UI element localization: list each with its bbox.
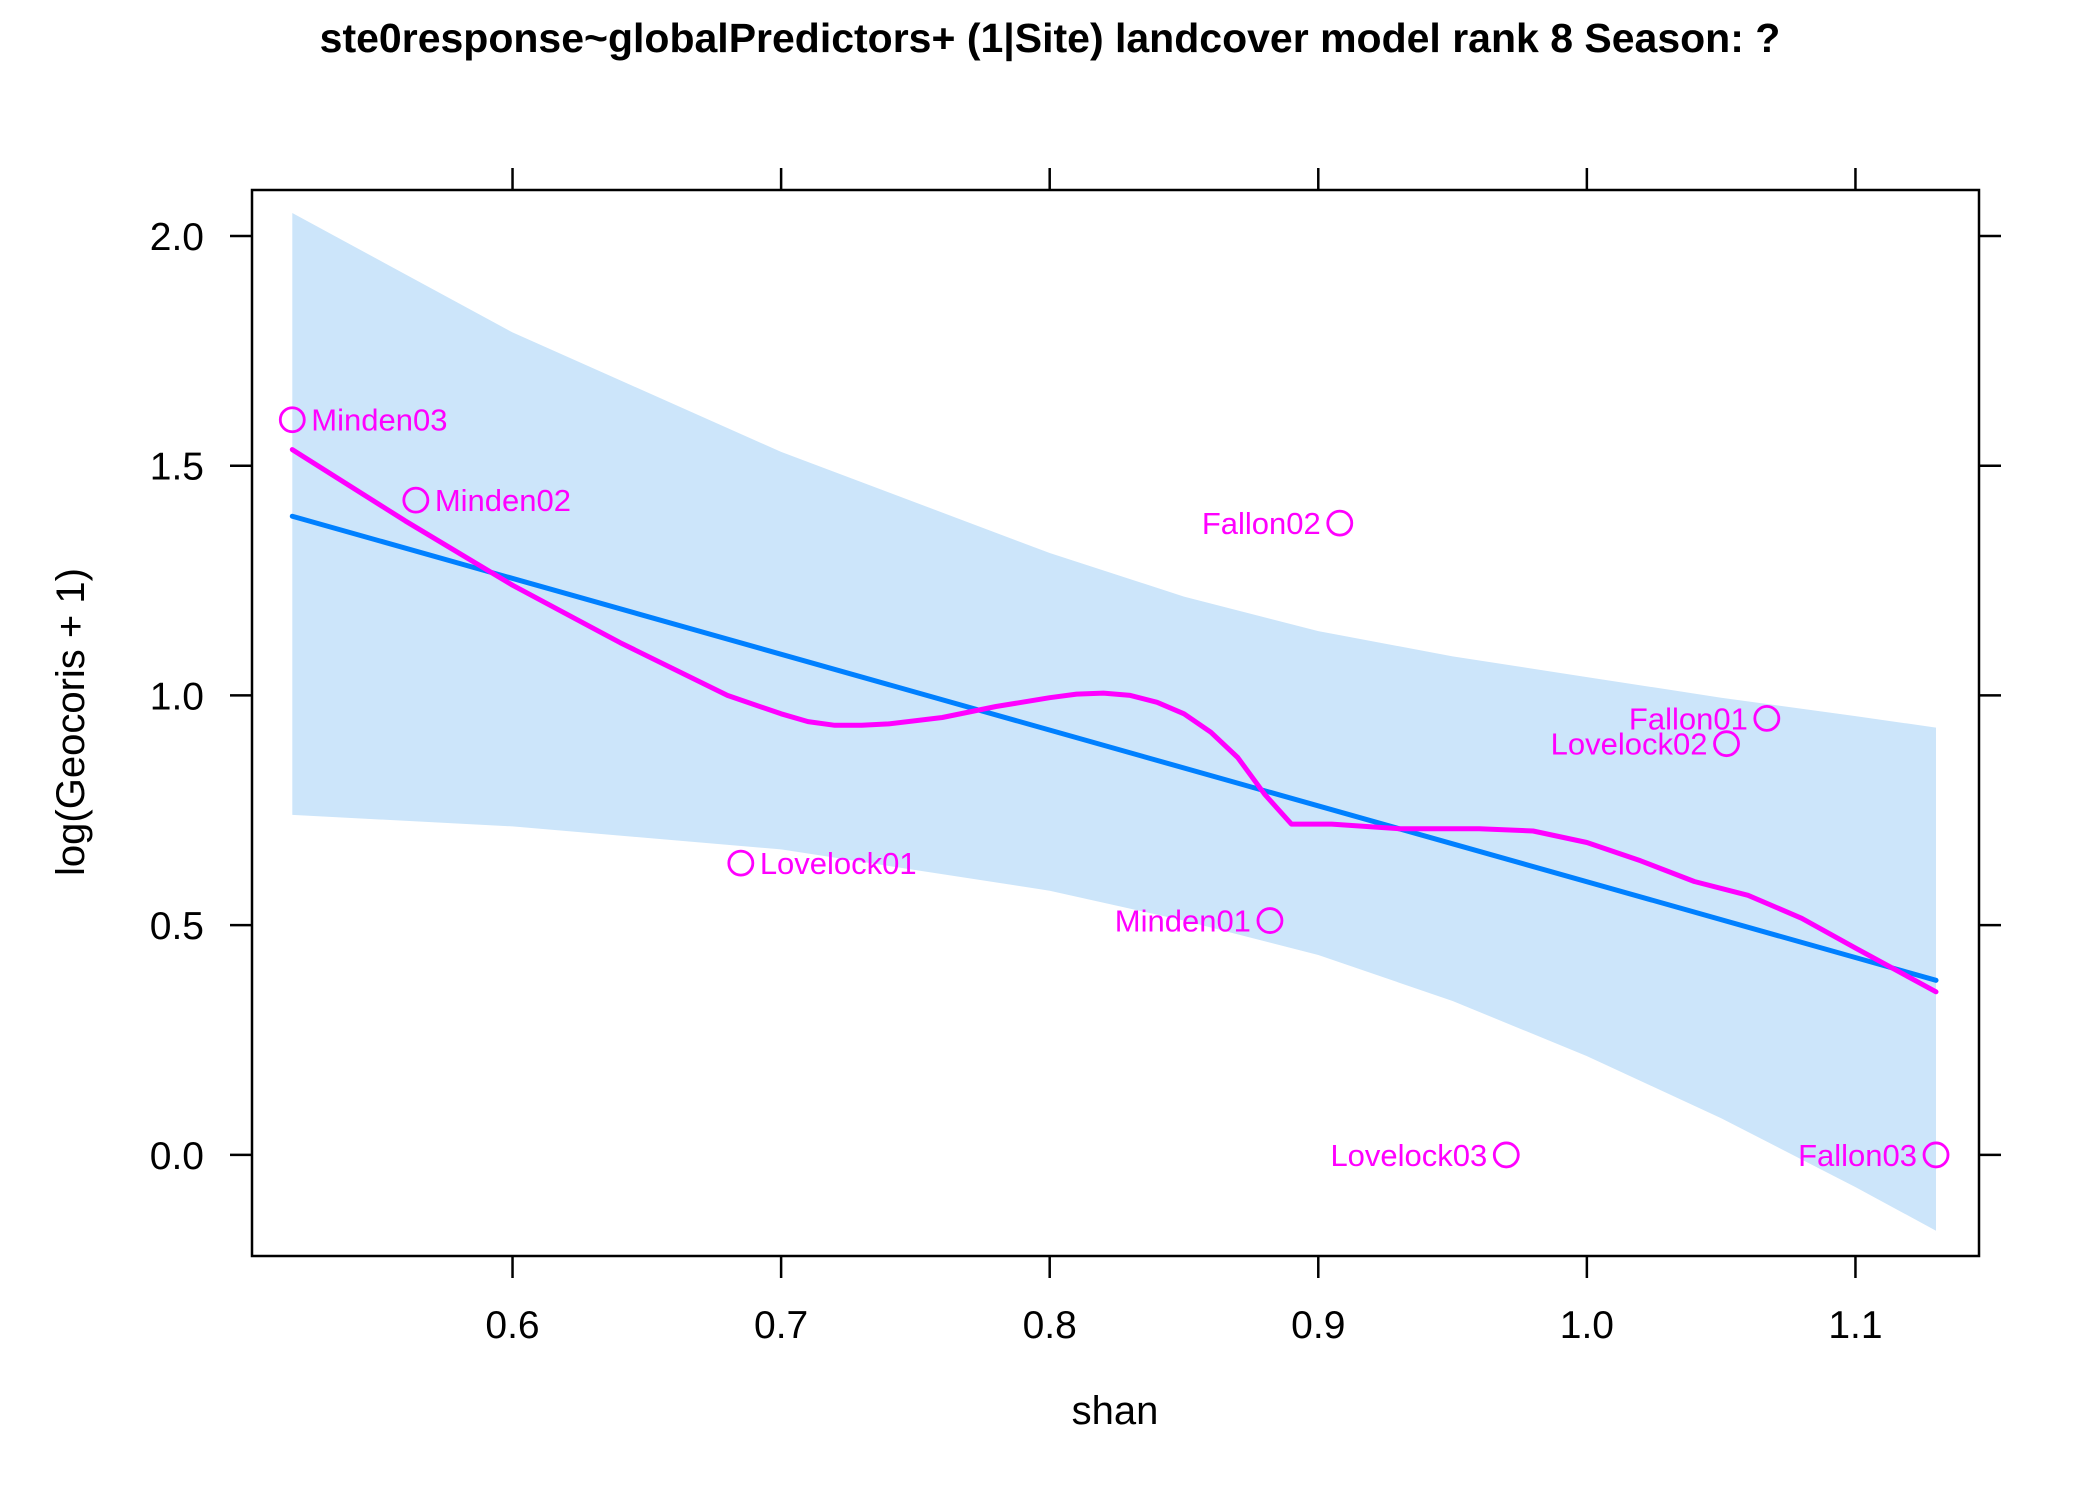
fit-line-group <box>289 513 1939 983</box>
data-point <box>402 486 430 514</box>
data-point <box>1326 509 1354 537</box>
x-tick-label: 0.7 <box>754 1304 808 1347</box>
x-tick-label: 0.6 <box>485 1304 539 1347</box>
point-label: Minden03 <box>311 403 447 438</box>
point-label: Lovelock02 <box>1551 727 1708 762</box>
x-axis-ticks: 0.6 0.7 0.8 0.9 1.0 1.1 <box>485 168 1883 1347</box>
point-label: Minden01 <box>1115 904 1251 939</box>
x-tick-label: 0.8 <box>1023 1304 1077 1347</box>
x-tick-label: 1.1 <box>1828 1304 1882 1347</box>
x-tick-label: 1.0 <box>1560 1304 1614 1347</box>
data-point <box>278 406 306 434</box>
y-axis-ticks: 0.0 0.5 1.0 1.5 2.0 <box>150 216 2001 1178</box>
y-tick-label: 1.5 <box>150 446 204 489</box>
y-tick-label: 1.0 <box>150 675 204 718</box>
point-label: Fallon02 <box>1202 506 1321 541</box>
point-label: Lovelock01 <box>760 846 917 881</box>
plot-frame <box>250 188 1981 1258</box>
chart-title: ste0response~globalPredictors+ (1|Site) … <box>320 15 1781 61</box>
data-points: Minden03 Minden02 Fallon02 Lovelock01 Minden… <box>278 403 1950 1173</box>
x-axis-label: shan <box>1072 1389 1159 1433</box>
y-axis-label: log(Geocoris + 1) <box>49 568 93 876</box>
data-point <box>1492 1141 1520 1169</box>
point-label: Fallon03 <box>1798 1138 1917 1173</box>
data-point <box>1922 1141 1950 1169</box>
confidence-band <box>292 213 1936 1231</box>
fit-line <box>289 513 1939 983</box>
smooth-curve-group <box>289 447 1939 995</box>
smooth-curve <box>289 447 1939 995</box>
point-label: Minden02 <box>435 483 571 518</box>
data-point <box>1256 907 1284 934</box>
data-point <box>1713 730 1740 758</box>
y-tick-label: 0.0 <box>150 1135 204 1178</box>
confidence-band-area <box>292 213 1936 1231</box>
data-point <box>727 849 755 877</box>
y-tick-label: 2.0 <box>150 216 204 259</box>
y-tick-label: 0.5 <box>150 905 204 948</box>
point-label: Lovelock03 <box>1330 1138 1487 1173</box>
data-point <box>1753 705 1781 732</box>
x-tick-label: 0.9 <box>1291 1304 1345 1347</box>
